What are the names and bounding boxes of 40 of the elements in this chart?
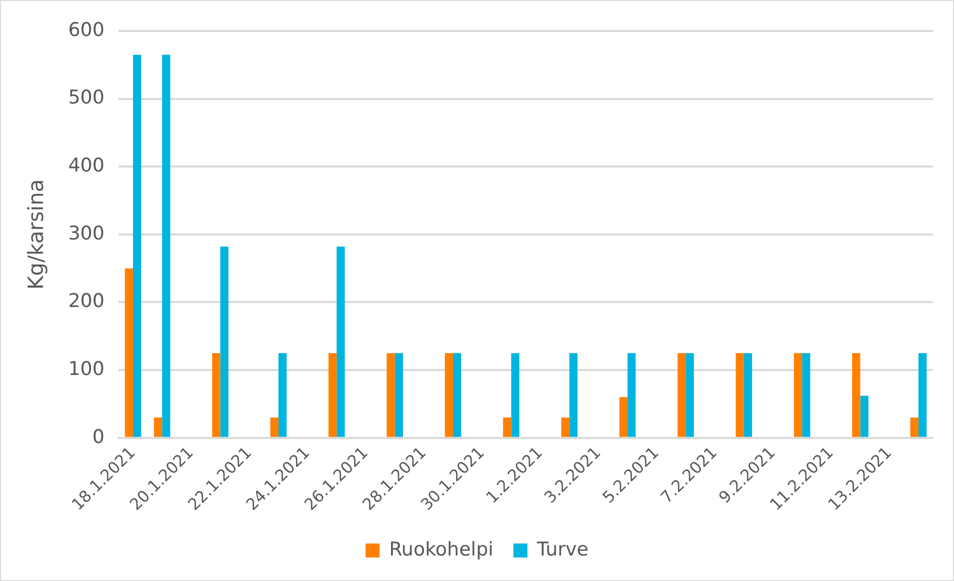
bar: [386, 353, 395, 437]
bar: [852, 353, 860, 437]
bar: [394, 353, 403, 437]
bar: [794, 353, 802, 437]
bar: [124, 268, 134, 437]
bar: [133, 54, 142, 437]
bar: [503, 418, 512, 437]
y-tick-label: 200: [68, 290, 104, 312]
bar: [736, 353, 744, 437]
bar: [154, 418, 162, 437]
legend-label: Turve: [536, 538, 588, 560]
bar: [802, 353, 810, 437]
y-tick-label: 100: [68, 358, 104, 380]
y-tick-label: 300: [68, 222, 104, 244]
bar: [270, 418, 278, 437]
bar: [918, 353, 927, 437]
bar: [860, 396, 868, 437]
bar: [444, 353, 454, 437]
bar: [511, 353, 520, 437]
bar: [569, 353, 578, 437]
bar: [744, 353, 752, 437]
bar: [212, 353, 220, 437]
bar: [336, 246, 345, 437]
bar: [686, 353, 694, 437]
y-tick-label: 500: [68, 86, 104, 109]
bar: [278, 353, 287, 437]
bar: [910, 418, 918, 437]
bar: [162, 54, 170, 437]
bar: [678, 353, 686, 437]
y-tick-label: 400: [68, 154, 104, 177]
legend-label: Ruokohelpi: [389, 538, 494, 560]
bar: [561, 418, 570, 437]
bar: [220, 246, 228, 437]
y-axis-title: Kg/karsina: [24, 179, 48, 290]
bar: [328, 353, 337, 437]
bar: [453, 353, 462, 437]
y-tick-label: 0: [92, 426, 104, 448]
bar: [619, 397, 628, 437]
y-tick-label: 600: [68, 18, 104, 41]
bar: [628, 353, 636, 437]
